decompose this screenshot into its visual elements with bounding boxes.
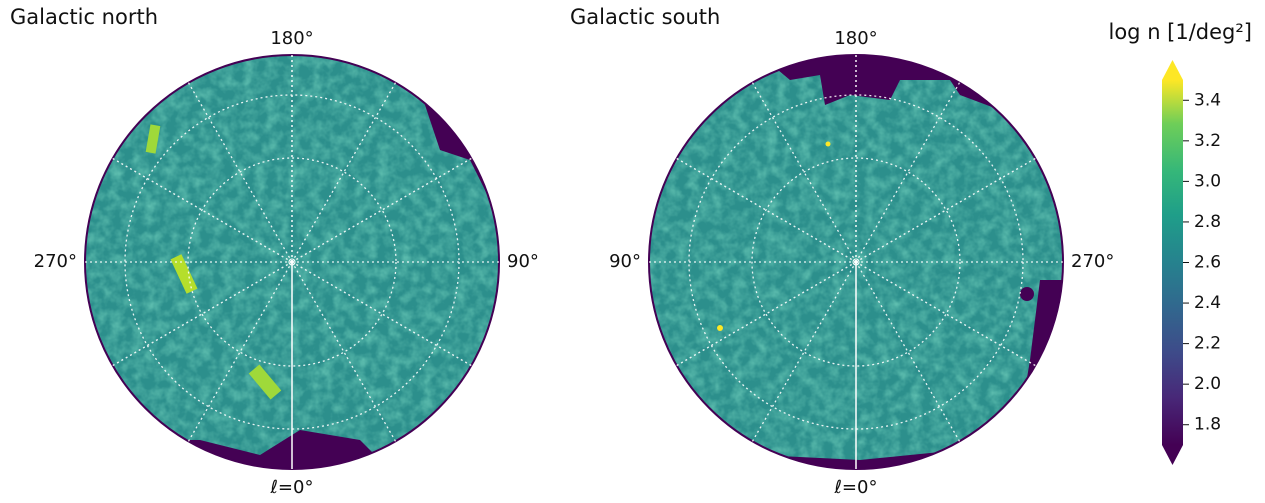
pole xyxy=(852,258,860,266)
colorbar-tick-label: 2.2 xyxy=(1194,334,1221,354)
colorbar-tick-label: 1.8 xyxy=(1194,415,1221,435)
colorbar xyxy=(1162,80,1183,445)
colorbar-tick-label: 3.2 xyxy=(1194,131,1221,151)
colorbar-tick-label: 3.4 xyxy=(1194,90,1221,110)
colorbar-tick-label: 2.0 xyxy=(1194,374,1221,394)
axis-label-bottom: ℓ=0° xyxy=(270,477,314,498)
colorbar-tick-label: 2.6 xyxy=(1194,253,1221,273)
axis-label-right: 90° xyxy=(507,251,539,272)
colorbar-min xyxy=(1162,445,1183,465)
colorbar-tick-label: 2.8 xyxy=(1194,212,1221,232)
axis-label-left: 90° xyxy=(609,251,641,272)
panel-title: Galactic south xyxy=(570,5,720,29)
axis-label-right: 270° xyxy=(1071,251,1114,272)
colorbar-label: log n [1/deg²] xyxy=(1109,20,1253,44)
panel-title: Galactic north xyxy=(10,5,158,29)
axis-label-top: 180° xyxy=(834,28,877,49)
axis-label-bottom: ℓ=0° xyxy=(834,477,878,498)
axis-label-left: 270° xyxy=(34,251,77,272)
colorbar-max xyxy=(1162,60,1183,80)
pole xyxy=(288,258,296,266)
colorbar-tick-label: 2.4 xyxy=(1194,293,1221,313)
axis-label-top: 180° xyxy=(270,28,313,49)
colorbar-tick-label: 3.0 xyxy=(1194,171,1221,191)
